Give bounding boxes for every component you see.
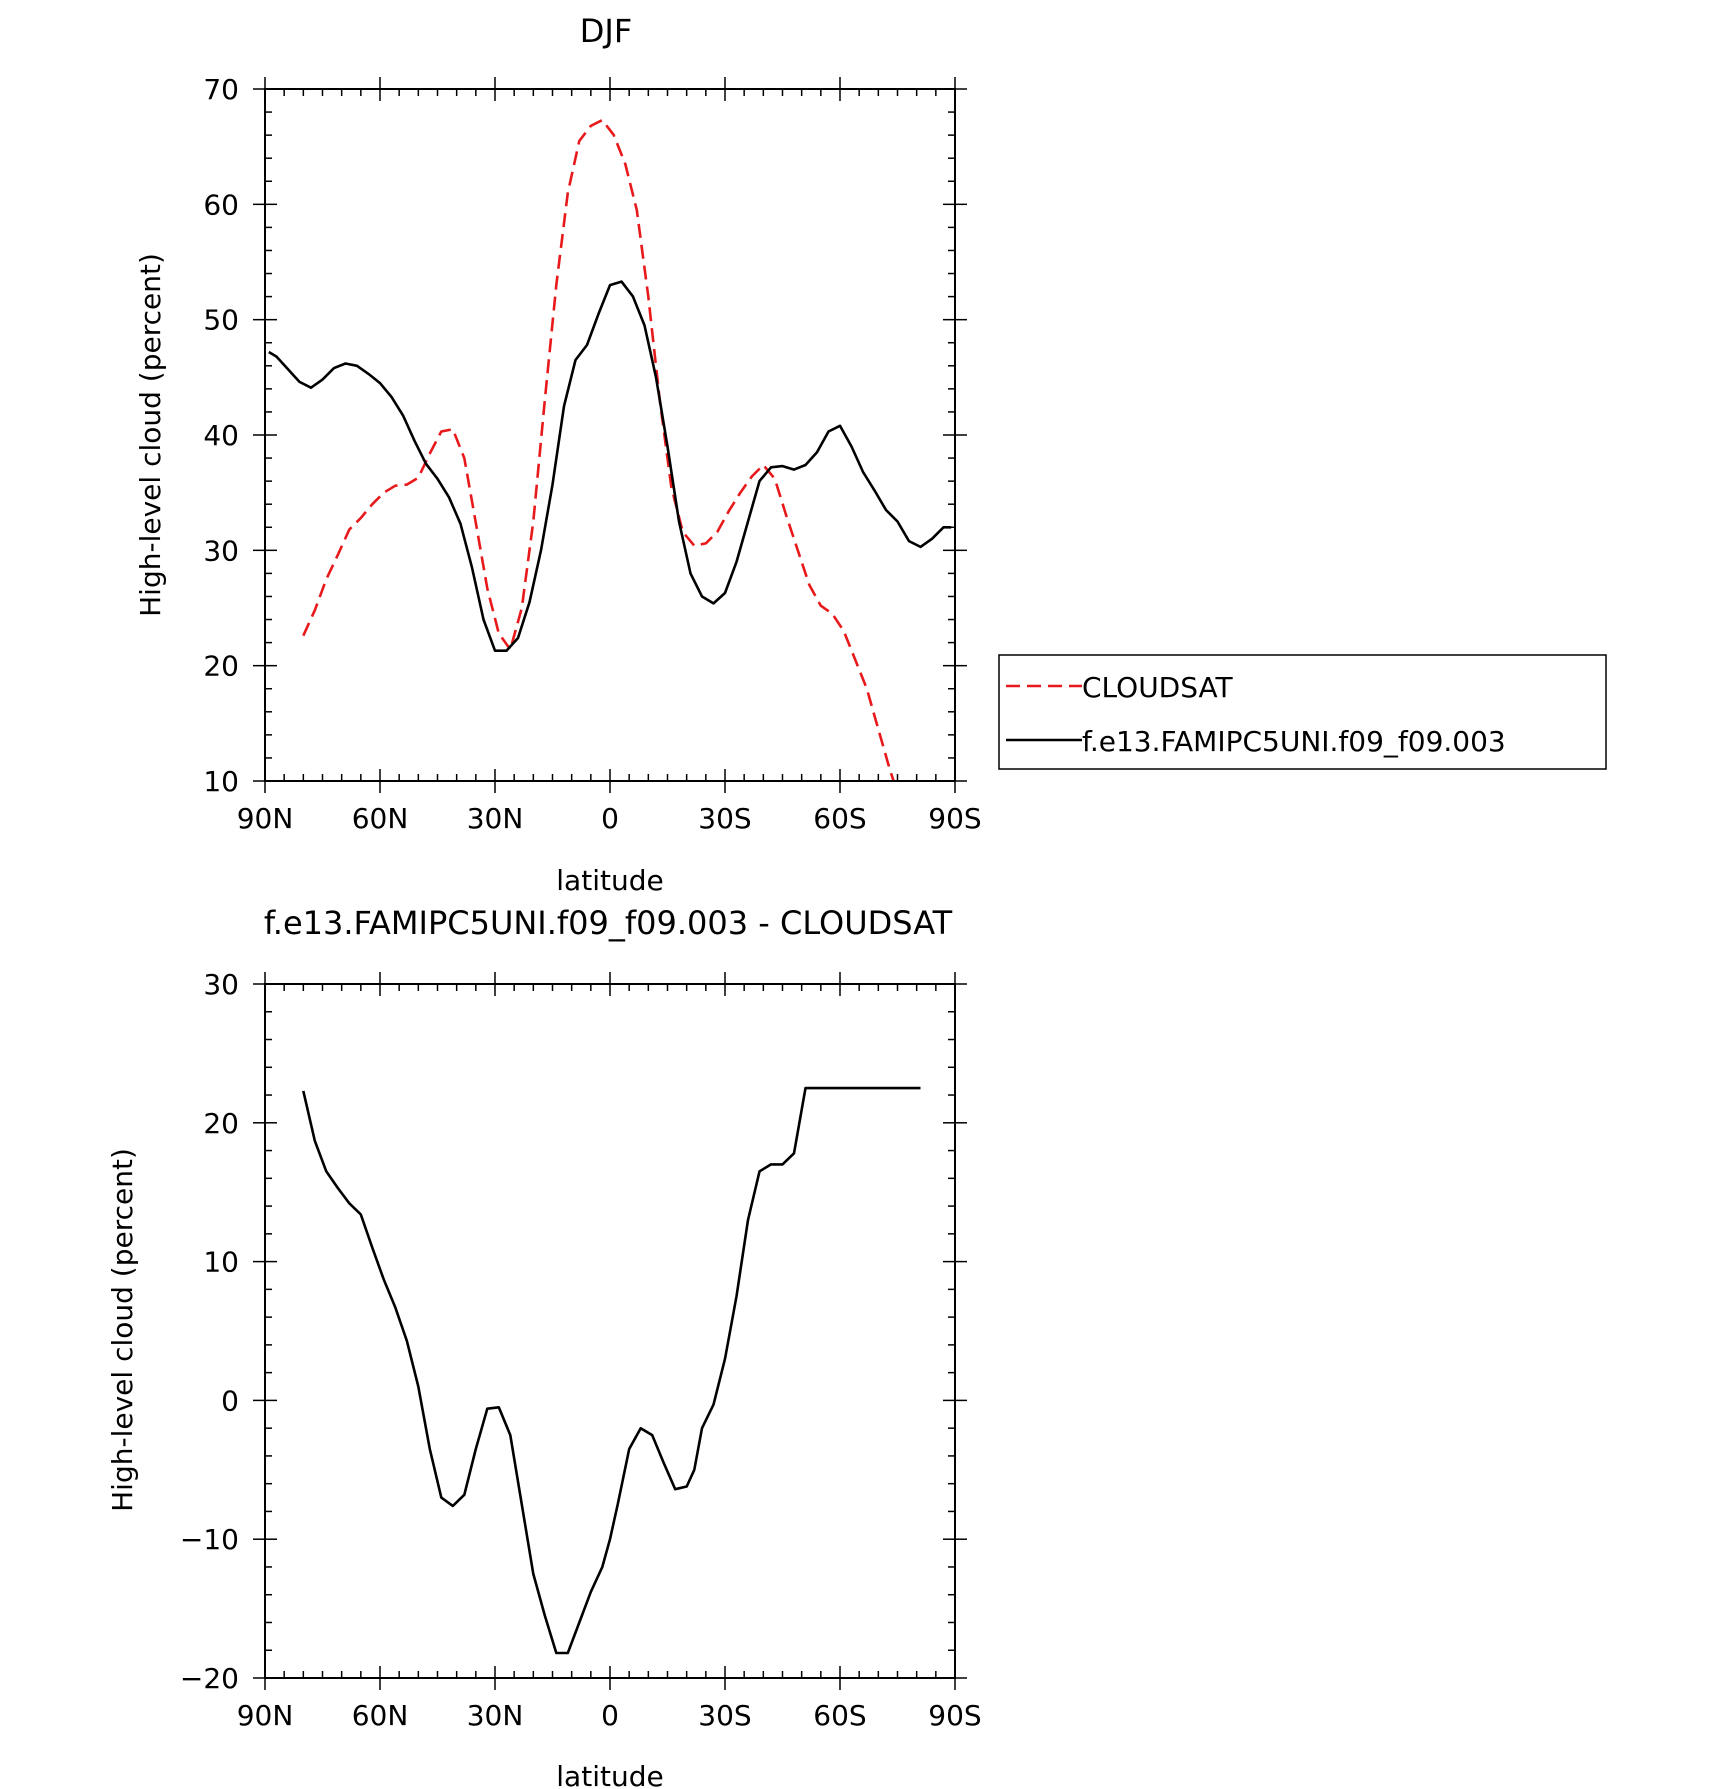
x-tick-label: 60N [352,802,409,835]
y-tick-label: 10 [203,765,239,798]
x-tick-label: 60N [352,1699,409,1732]
y-axis-label: High-level cloud (percent) [106,1148,139,1512]
y-tick-label: 0 [221,1384,239,1417]
x-tick-label: 30S [698,802,751,835]
x-tick-label: 90S [928,802,981,835]
x-tick-label: 30N [467,802,524,835]
y-tick-label: 50 [203,304,239,337]
x-tick-label: 90N [237,802,294,835]
plot-frame [264,983,956,1679]
axis-ticks [253,77,967,793]
legend-label-cloudsat: CLOUDSAT [1082,671,1234,704]
axis-ticks [253,972,967,1690]
y-tick-label: −20 [180,1662,239,1695]
x-tick-label: 0 [601,802,619,835]
series-line-cloudsat [302,118,895,781]
y-tick-label: 30 [203,968,239,1001]
y-tick-label: −10 [180,1523,239,1556]
panel-djf: DJF 90N 60N 30N 0 30S 60S 90S 70 60 50 40 30 20 10 la… [134,12,1607,897]
panel-difference: f.e13.FAMIPC5UNI.f09_f09.003 - CLOUDSAT … [106,904,982,1789]
series-layer [302,1086,921,1655]
tick-labels: 90N 60N 30N 0 30S 60S 90S 70 60 50 40 30 20 10 [203,73,981,835]
series-line-difference [302,1086,921,1655]
legend-box [998,654,1607,770]
x-tick-label: 60S [813,802,866,835]
chart-title: DJF [580,12,632,50]
y-tick-label: 20 [203,1107,239,1140]
x-tick-label: 60S [813,1699,866,1732]
plot-frame [264,88,956,782]
y-tick-label: 20 [203,650,239,683]
series-line-f-e13-famipc5uni-f09-f09-003 [268,280,952,652]
legend-label-model: f.e13.FAMIPC5UNI.f09_f09.003 [1082,725,1506,758]
x-tick-label: 30S [698,1699,751,1732]
x-tick-label: 90S [928,1699,981,1732]
chart-title: f.e13.FAMIPC5UNI.f09_f09.003 - CLOUDSAT [264,904,953,942]
series-layer [268,118,952,781]
x-tick-label: 30N [467,1699,524,1732]
x-axis-label: latitude [556,1760,663,1789]
x-axis-label: latitude [556,864,663,897]
x-tick-label: 0 [601,1699,619,1732]
y-tick-label: 60 [203,188,239,221]
y-tick-label: 40 [203,419,239,452]
x-tick-label: 90N [237,1699,294,1732]
y-tick-label: 10 [203,1246,239,1279]
y-axis-label: High-level cloud (percent) [134,253,167,617]
tick-labels: 90N 60N 30N 0 30S 60S 90S 30 20 10 0 −10 −20 [180,968,982,1732]
legend: CLOUDSAT f.e13.FAMIPC5UNI.f09_f09.003 [998,654,1607,770]
y-tick-label: 30 [203,534,239,567]
y-tick-label: 70 [203,73,239,106]
